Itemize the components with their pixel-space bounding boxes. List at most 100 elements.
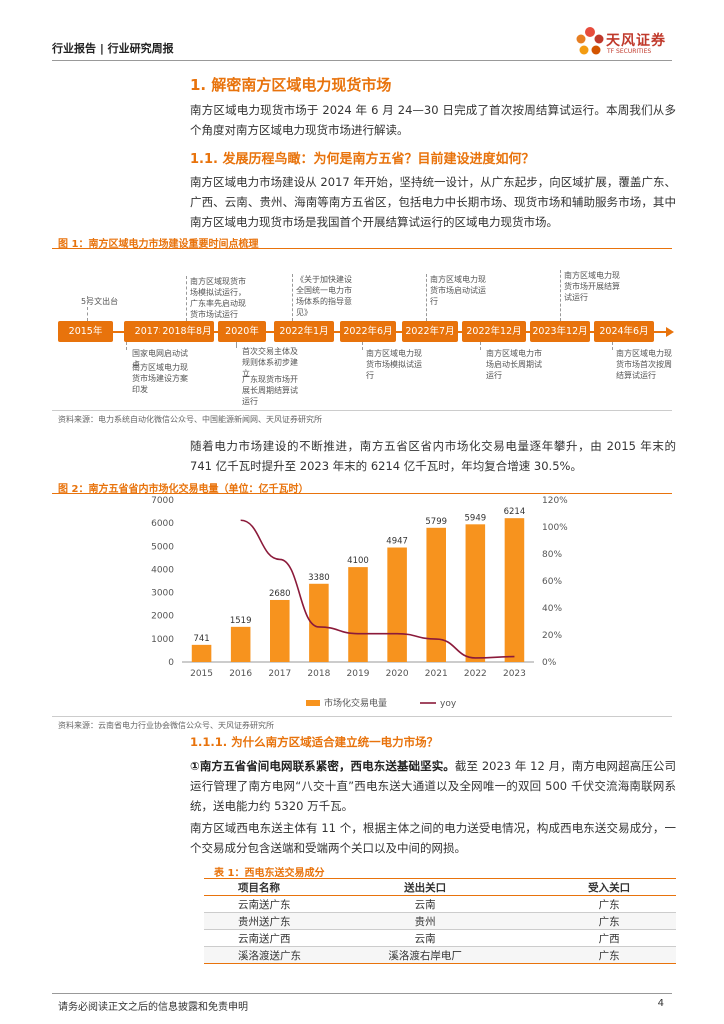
table-header-row: 项目名称 送出关口 受入关口 — [204, 878, 676, 896]
x-tick-label: 2022 — [464, 669, 487, 679]
x-tick-label: 2015 — [190, 669, 213, 679]
fig2-source-rule — [52, 716, 672, 717]
legend-line-label: yoy — [440, 699, 457, 709]
table1-title: 表 1：西电东送交易成分 — [214, 868, 325, 879]
fig1-source-rule — [52, 410, 672, 411]
y-tick-label: 4000 — [151, 565, 174, 575]
event-bottom-1: 国家电网启动试点 — [132, 349, 188, 369]
table-row: 云南送广东 云南 广东 — [204, 895, 676, 913]
table-cell: 溪洛渡右岸电厂 — [308, 946, 543, 964]
fig2-source: 资料来源：云南省电力行业协会微信公众号、天风证券研究所 — [58, 721, 274, 730]
event-bottom-4: 广东现货市场开展长周期结算试运行 — [242, 375, 298, 406]
bar — [387, 547, 407, 662]
timeline-year-2023-12: 2023年12月 — [530, 321, 590, 342]
header-divider — [52, 60, 672, 61]
timeline-year-2022-1: 2022年1月 — [274, 321, 334, 342]
event-bottom-6: 南方区域电力市场启动长周期试运行 — [486, 349, 542, 380]
table-row: 溪洛渡送广东 溪洛渡右岸电厂 广东 — [204, 946, 676, 964]
connector — [560, 270, 561, 321]
col-receive: 受入关口 — [542, 878, 676, 896]
col-send: 送出关口 — [308, 878, 543, 896]
event-bottom-7: 南方区域电力现货市场首次按周结算试运行 — [616, 349, 672, 380]
y-tick-label: 2000 — [151, 612, 174, 622]
point1-lead: ①南方五省省间电网联系紧密，西电东送基础坚实。 — [190, 759, 455, 773]
logo-text-cn: 天风证券 — [606, 33, 666, 49]
event-bottom-2: 南方区域电力现货市场建设方案印发 — [132, 363, 188, 394]
x-tick-label: 2021 — [425, 669, 448, 679]
bar-data-label: 6214 — [504, 507, 526, 517]
table-cell: 云南 — [308, 929, 543, 947]
legend-bar-swatch — [306, 700, 320, 706]
connector — [362, 342, 363, 350]
timeline-year-2018-8: 2018年8月 — [160, 321, 214, 342]
trading-volume-chart: 0 1000 2000 3000 4000 5000 6000 7000 0% 20% 40% 60%… — [151, 496, 568, 709]
bar-data-label: 4947 — [386, 537, 408, 547]
fig1-title: 图 1：南方区域电力市场建设重要时间点梳理 — [58, 239, 259, 250]
x-tick-label: 2023 — [503, 669, 526, 679]
point1-paragraph: ①南方五省省间电网联系紧密，西电东送基础坚实。截至 2023 年 12 月，南方… — [190, 756, 676, 816]
event-top-2: 南方区域现货市场模拟试运行，广东率先启动现货市场试运行 — [190, 277, 246, 319]
event-top-5: 南方区域电力现货市场开展结算试运行 — [564, 271, 620, 302]
bar — [465, 524, 486, 662]
connector — [126, 342, 127, 350]
table-row: 云南送广西 云南 广西 — [204, 929, 676, 947]
x-tick-label: 2019 — [347, 669, 370, 679]
timeline-arrow-icon — [666, 327, 674, 337]
table-row: 贵州送广东 贵州 广东 — [204, 912, 676, 930]
subsection-title: 1.1. 发展历程鸟瞰：为何是南方五省？目前建设进度如何？ — [190, 152, 535, 167]
footer-disclaimer: 请务必阅读正文之后的信息披露和免责申明 — [58, 1002, 248, 1013]
fig1-source: 资料来源：电力系统自动化微信公众号、中国能源新闻网、天风证券研究所 — [58, 415, 322, 424]
table-cell: 贵州送广东 — [204, 912, 308, 930]
growth-paragraph: 随着电力市场建设的不断推进，南方五省区省内市场化交易电量逐年攀升，由 2015 … — [190, 439, 676, 473]
bar-data-label: 1519 — [230, 616, 252, 626]
subsection-paragraph: 南方区域电力市场建设从 2017 年开始，坚持统一设计，从广东起步，向区域扩展，… — [190, 175, 676, 229]
bar-data-label: 3380 — [308, 573, 330, 583]
subsubsection-title: 1.1.1. 为什么南方区域适合建立统一电力市场？ — [190, 735, 439, 749]
point1-body: 截至 2023 年 12 月，南方电网超高压公司运行管理了南方电网“八交十直”西… — [190, 759, 676, 813]
table-cell: 广东 — [542, 946, 676, 964]
legend-bar-label: 市场化交易电量 — [324, 697, 387, 709]
x-tick-label: 2016 — [229, 669, 252, 679]
bar-data-label: 2680 — [269, 589, 291, 599]
bar — [230, 626, 251, 662]
report-category: 行业报告 | 行业研究周报 — [52, 42, 174, 55]
y-tick-label: 3000 — [151, 589, 174, 599]
y2-tick-label: 20% — [542, 631, 562, 641]
y-tick-label: 7000 — [151, 496, 174, 506]
connector — [87, 296, 88, 321]
transmission-paragraph: 南方区域西电东送主体有 11 个，根据主体之间的电力送受电情况，构成西电东送交易… — [190, 821, 676, 855]
flower-logo-icon — [576, 27, 604, 55]
brand-logo: 天风证券 TF SECURITIES — [574, 26, 674, 60]
event-bottom-5: 南方区域电力现货市场模拟试运行 — [366, 349, 422, 380]
y2-tick-label: 80% — [542, 550, 562, 560]
y-tick-label: 6000 — [151, 519, 174, 529]
table-cell: 广东 — [542, 912, 676, 930]
y-tick-label: 5000 — [151, 542, 174, 552]
connector — [186, 276, 187, 321]
col-project: 项目名称 — [204, 878, 308, 896]
timeline-year-2022-6: 2022年6月 — [340, 321, 396, 342]
section-title: 1. 解密南方区域电力现货市场 — [190, 76, 392, 94]
connector — [426, 274, 427, 321]
y2-tick-label: 120% — [542, 496, 568, 506]
table-cell: 广东 — [542, 895, 676, 913]
connector — [236, 342, 237, 348]
table-cell: 云南送广东 — [204, 895, 308, 913]
connector — [292, 274, 293, 321]
footer-divider — [52, 993, 672, 994]
event-top-3: 《关于加快建设全国统一电力市场体系的指导意见》 — [296, 275, 352, 317]
y2-tick-label: 100% — [542, 523, 568, 533]
x-tick-label: 2017 — [268, 669, 291, 679]
bar-data-label: 5949 — [465, 513, 487, 523]
event-top-4: 南方区域电力现货市场启动试运行 — [430, 275, 486, 306]
yoy-series-line — [240, 519, 515, 659]
fig2-rule — [52, 493, 672, 494]
bar — [270, 599, 290, 662]
bar — [309, 583, 329, 662]
bar — [504, 518, 525, 662]
timeline-year-2024-6: 2024年6月 — [594, 321, 654, 342]
y-tick-label: 0 — [168, 658, 174, 668]
x-tick-label: 2018 — [307, 669, 330, 679]
bar — [348, 567, 368, 662]
timeline-year-2022-12: 2022年12月 — [462, 321, 526, 342]
